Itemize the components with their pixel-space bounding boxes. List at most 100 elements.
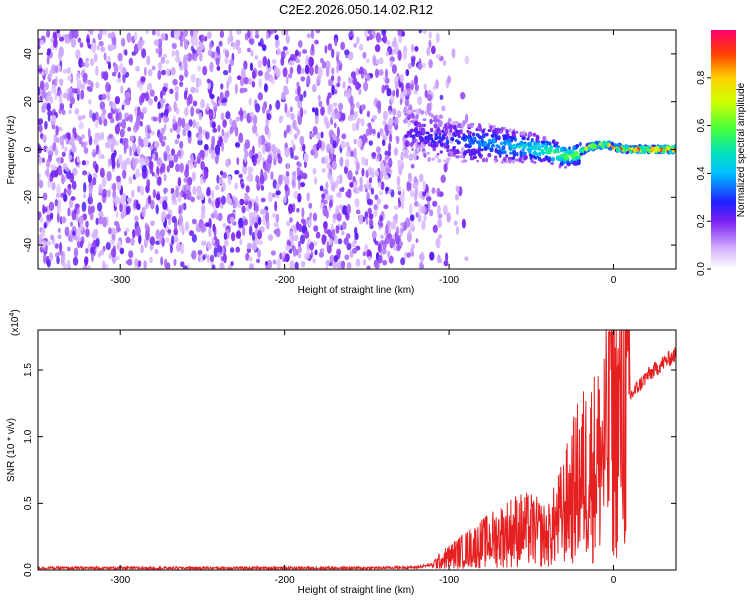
spectrogram-noise-cell <box>141 206 146 218</box>
spectrogram-noise-cell <box>106 55 111 62</box>
spectrogram-noise-cell <box>238 173 243 179</box>
spectrogram-noise-cell <box>177 56 181 63</box>
spectrogram-noise-cell <box>174 49 180 57</box>
spectrogram-noise-cell <box>351 241 357 248</box>
spectrogram-noise-cell <box>443 204 448 216</box>
spectrogram-noise-cell <box>68 154 73 161</box>
spectrogram-noise-cell <box>70 221 73 227</box>
spectrogram-signal-cell <box>650 146 655 151</box>
spectrogram-noise-cell <box>85 248 89 254</box>
spectrogram-noise-cell <box>412 182 418 189</box>
colorbar-gradient <box>711 30 736 269</box>
spectrogram-noise-cell <box>223 132 230 139</box>
spectrogram-noise-cell <box>171 42 177 50</box>
spectrogram-signal-cell <box>438 129 442 134</box>
spectrogram-signal-cell <box>420 110 425 114</box>
colorbar-tick-label: 0.6 <box>696 118 707 132</box>
spectrogram-noise-cell <box>309 66 314 76</box>
spectrogram-noise-cell <box>72 230 76 236</box>
spectrogram-noise-cell <box>168 159 174 169</box>
spectrogram-noise-cell <box>396 175 401 186</box>
spectrogram-noise-cell <box>105 141 111 149</box>
spectrogram-noise-cell <box>206 102 210 112</box>
spectrogram-noise-cell <box>395 87 399 98</box>
spectrogram-noise-cell <box>59 135 65 146</box>
spectrogram-noise-cell <box>264 124 269 135</box>
spectrogram-noise-cell <box>206 31 212 40</box>
spectrogram-signal-cell <box>442 136 446 140</box>
spectrogram-noise-cell <box>413 176 418 185</box>
spectrogram-noise-cell <box>464 256 469 261</box>
spectrogram-noise-cell <box>301 207 305 218</box>
spectrogram-noise-cell <box>62 163 68 170</box>
spectrogram-noise-cell <box>331 75 335 82</box>
spectrogram-noise-cell <box>366 36 370 41</box>
spectrogram-noise-cell <box>59 103 65 111</box>
spectrogram-noise-cell <box>68 32 72 40</box>
spectrogram-noise-cell <box>134 215 139 222</box>
spectrogram-noise-cell <box>74 203 80 209</box>
spectrogram-noise-cell <box>242 87 248 93</box>
spectrogram-noise-cell <box>56 137 60 143</box>
spectrogram-noise-cell <box>190 196 195 203</box>
spectrogram-noise-cell <box>405 69 410 77</box>
spectrogram-noise-cell <box>343 237 349 246</box>
spectrogram-noise-cell <box>336 248 342 256</box>
spectrogram-signal-cell <box>433 142 437 148</box>
spectrogram-noise-cell <box>293 133 298 140</box>
spectrogram-noise-cell <box>314 107 319 116</box>
spectrogram-noise-cell <box>265 144 271 152</box>
spectrogram-noise-cell <box>47 150 54 156</box>
spectrogram-noise-cell <box>42 102 48 109</box>
spectrogram-noise-cell <box>273 229 278 235</box>
spectrogram-noise-cell <box>296 129 300 136</box>
spectrogram-signal-cell <box>500 128 504 132</box>
spectrogram-signal-cell <box>554 148 558 152</box>
spectrogram-noise-cell <box>248 200 253 210</box>
spectrogram-signal-cell <box>413 155 417 161</box>
spectrogram-noise-cell <box>319 185 324 192</box>
spectrogram-noise-cell <box>220 170 224 176</box>
spectrogram-noise-cell <box>47 114 51 122</box>
spectrogram-signal-cell <box>405 153 409 159</box>
spectrogram-noise-cell <box>95 65 99 76</box>
spectrogram-signal-cell <box>413 109 416 113</box>
spectrogram-noise-cell <box>158 196 164 205</box>
spectrogram-signal-cell <box>489 147 494 153</box>
spectrogram-noise-cell <box>318 251 324 258</box>
spectrogram-noise-cell <box>71 210 77 221</box>
spectrogram-noise-cell <box>401 201 404 210</box>
snr-y-label: SNR (10 * v/v) <box>6 418 17 482</box>
spectrogram-signal-cell <box>495 144 500 148</box>
spectrogram-noise-cell <box>140 244 144 254</box>
spectrogram-noise-cell <box>236 230 242 240</box>
spectrogram-noise-cell <box>98 210 104 219</box>
spectrogram-signal-cell <box>462 159 468 163</box>
spectrogram-signal-cell <box>641 145 644 150</box>
spectrogram-noise-cell <box>165 145 170 154</box>
spectrogram-noise-cell <box>266 158 272 165</box>
spectrogram-noise-cell <box>98 149 102 160</box>
spectrogram-noise-cell <box>376 100 382 110</box>
spectrogram-noise-cell <box>56 212 60 223</box>
spectrogram-noise-cell <box>125 157 131 165</box>
spectrogram-noise-cell <box>82 193 87 199</box>
spectrogram-noise-cell <box>378 57 384 65</box>
spectrogram-noise-cell <box>112 62 116 67</box>
spectrogram-noise-cell <box>179 162 184 173</box>
spectrogram-noise-cell <box>397 50 402 61</box>
spectrogram-noise-cell <box>221 171 227 179</box>
spectrogram-signal-cell <box>472 132 475 137</box>
spectrogram-signal-cell <box>410 142 414 146</box>
spectrogram-noise-cell <box>44 82 49 91</box>
spectrogram-noise-cell <box>354 198 360 208</box>
spectrogram-noise-cell <box>342 81 346 89</box>
spectrogram-noise-cell <box>66 259 71 267</box>
spectrogram-noise-cell <box>57 234 62 240</box>
spectrogram-noise-cell <box>39 118 43 125</box>
spectrogram-signal-cell <box>452 146 457 149</box>
spectrogram-noise-cell <box>59 242 63 252</box>
spectrogram-noise-cell <box>320 131 324 139</box>
spectrogram-noise-cell <box>115 112 120 122</box>
spectrogram-noise-cell <box>274 154 278 161</box>
